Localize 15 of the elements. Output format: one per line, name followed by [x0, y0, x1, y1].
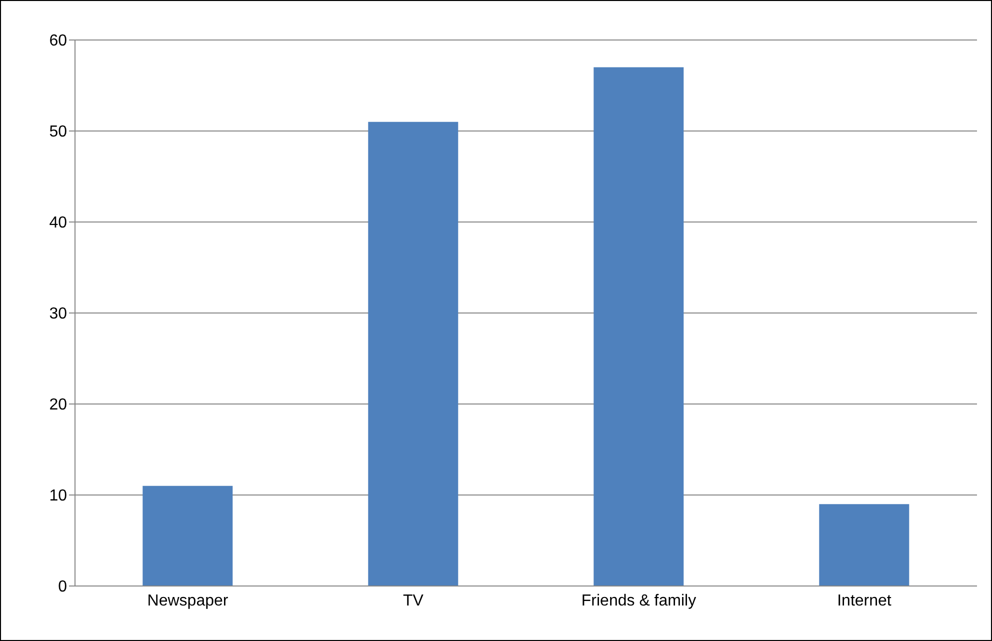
x-tick-label: Newspaper	[147, 592, 229, 610]
bar	[142, 486, 233, 586]
bar	[594, 67, 684, 586]
bar	[368, 122, 458, 586]
y-tick-label: 30	[49, 306, 68, 323]
x-tick-label: TV	[403, 592, 424, 610]
y-tick-label: 40	[49, 214, 68, 232]
x-tick-label: Friends & family	[581, 592, 696, 610]
y-tick-label: 0	[58, 578, 68, 596]
y-tick-label: 20	[49, 396, 68, 414]
y-tick-label: 60	[49, 32, 68, 50]
y-tick-label: 50	[49, 124, 68, 141]
y-tick-label: 10	[49, 488, 68, 505]
x-tick-label: Internet	[837, 592, 892, 610]
bar	[819, 504, 910, 586]
